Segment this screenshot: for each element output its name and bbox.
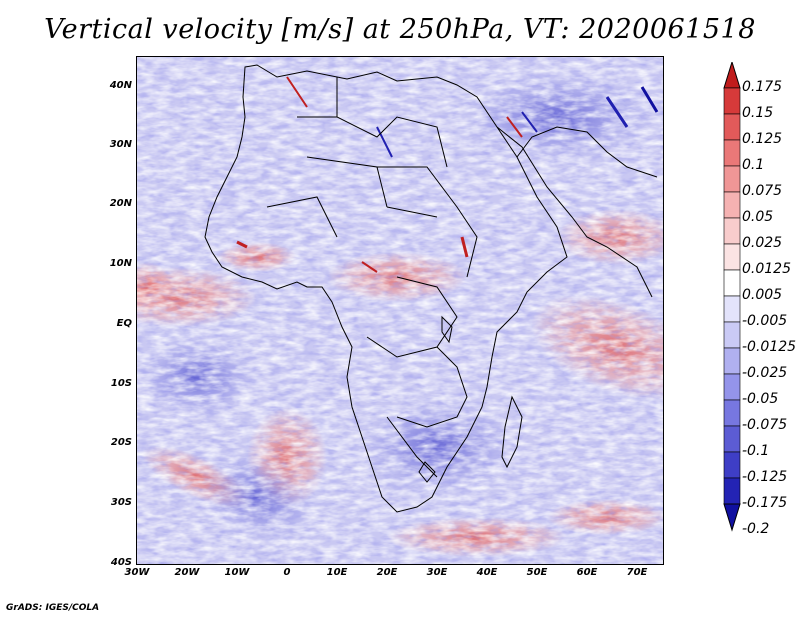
colorbar-label: 0.005 — [742, 287, 783, 303]
colorbar-label: -0.075 — [742, 417, 788, 433]
colorbar-box — [723, 425, 741, 453]
colorbar-label: 0.125 — [742, 131, 783, 147]
colorbar-label: -0.1 — [742, 443, 770, 459]
colorbar-box — [723, 191, 741, 219]
colorbar-box — [723, 165, 741, 193]
colorbar — [723, 62, 741, 532]
colorbar-box — [723, 139, 741, 167]
colorbar-box — [723, 217, 741, 245]
lat-label-10n: 10N — [109, 258, 132, 269]
colorbar-box — [723, 451, 741, 479]
colorbar-box — [723, 243, 741, 271]
strong-cells — [236, 76, 659, 273]
colorbar-arrow-top — [723, 62, 741, 89]
lat-label-40n: 40N — [109, 80, 132, 91]
lon-label-10e: 10E — [326, 567, 348, 578]
colorbar-label: -0.05 — [742, 391, 779, 407]
lon-label-70e: 70E — [626, 567, 648, 578]
colorbar-box — [723, 87, 741, 115]
colorbar-label: 0.175 — [742, 79, 783, 95]
colorbar-label: 0.15 — [742, 105, 774, 121]
velocity-map — [136, 56, 664, 565]
velocity-field — [137, 57, 663, 564]
coastlines — [204, 64, 658, 513]
lat-label-10s: 10S — [110, 378, 132, 389]
colorbar-label: 0.075 — [742, 183, 783, 199]
lon-label-20e: 20E — [376, 567, 398, 578]
lat-label-40s: 40S — [110, 557, 132, 568]
lon-label-20w: 20W — [174, 567, 200, 578]
colorbar-label: 0.025 — [742, 235, 783, 251]
colorbar-label: -0.025 — [742, 365, 788, 381]
colorbar-label: 0.05 — [742, 209, 774, 225]
colorbar-label: -0.005 — [742, 313, 788, 329]
colorbar-box — [723, 347, 741, 375]
map-title: Vertical velocity [m/s] at 250hPa, VT: 2… — [44, 14, 756, 45]
colorbar-arrow-bottom — [723, 503, 741, 532]
lon-label-60e: 60E — [576, 567, 598, 578]
lat-label-30n: 30N — [109, 139, 132, 150]
colorbar-box — [723, 321, 741, 349]
lat-label-30s: 30S — [110, 497, 132, 508]
colorbar-box — [723, 269, 741, 297]
colorbar-label: 0.0125 — [742, 261, 791, 277]
colorbar-box — [723, 373, 741, 401]
colorbar-box — [723, 477, 741, 505]
lat-label-20s: 20S — [110, 437, 132, 448]
footer-credit: GrADS: IGES/COLA — [6, 603, 100, 613]
colorbar-label: -0.125 — [742, 469, 788, 485]
colorbar-label: -0.175 — [742, 495, 788, 511]
lon-label-40e: 40E — [476, 567, 498, 578]
colorbar-label: -0.0125 — [742, 339, 797, 355]
lon-label-30e: 30E — [426, 567, 448, 578]
lon-label-30w: 30W — [124, 567, 150, 578]
colorbar-label: 0.1 — [742, 157, 765, 173]
lon-label-0: 0 — [283, 567, 291, 578]
lon-label-10w: 10W — [224, 567, 250, 578]
lat-label-20n: 20N — [109, 198, 132, 209]
colorbar-box — [723, 113, 741, 141]
colorbar-box — [723, 399, 741, 427]
lon-label-50e: 50E — [526, 567, 548, 578]
lat-label-eq: EQ — [116, 318, 132, 329]
colorbar-box — [723, 295, 741, 323]
colorbar-label: -0.2 — [742, 521, 770, 537]
